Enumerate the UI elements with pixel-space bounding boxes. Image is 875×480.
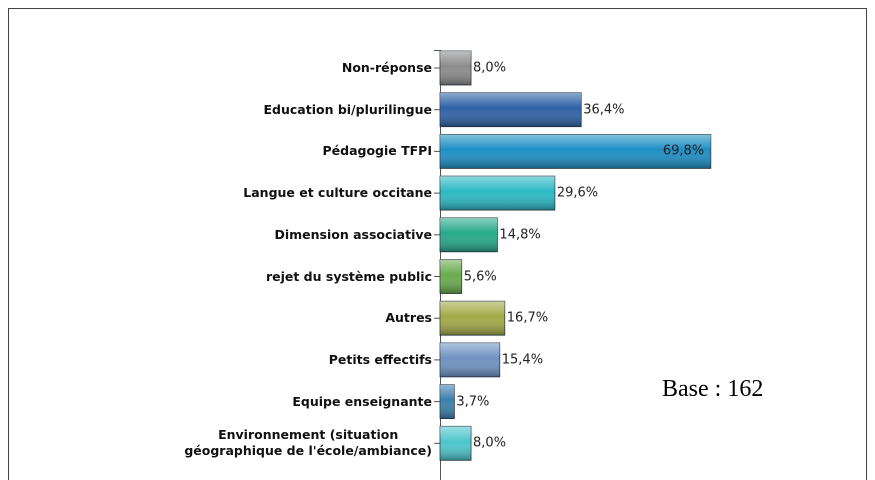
bar <box>439 92 582 128</box>
frame <box>8 8 867 480</box>
category-label: Equipe enseignante <box>292 393 432 409</box>
category-label: Dimension associative <box>274 226 432 242</box>
value-label: 5,6% <box>463 269 497 284</box>
bar <box>439 300 506 336</box>
category-label: Education bi/plurilingue <box>263 101 433 117</box>
value-label: 14,8% <box>499 227 541 243</box>
category-label: Autres <box>385 310 432 326</box>
bar <box>439 342 501 378</box>
category-label: Petits effectifs <box>328 351 432 367</box>
category-label: Langue et culture occitane <box>243 185 432 201</box>
bar <box>439 384 455 420</box>
value-label: 16,7% <box>506 310 549 326</box>
category-label: Pédagogie TFPI <box>322 143 433 159</box>
value-label: 36,4% <box>583 102 625 118</box>
value-label: 29,6% <box>556 185 599 201</box>
bar <box>439 259 463 294</box>
value-label: 15,4% <box>501 352 544 368</box>
bar <box>439 175 556 211</box>
value-label: 3,7% <box>456 394 490 410</box>
category-label: Non-réponse <box>341 60 432 75</box>
annotation: Base : 162 <box>662 376 764 402</box>
category-label: rejet du système public <box>265 268 432 284</box>
bar <box>439 217 498 253</box>
value-label: 8,0% <box>473 60 507 76</box>
bar <box>439 425 472 461</box>
value-label: 8,0% <box>473 435 507 451</box>
value-label: 69,8% <box>662 143 705 159</box>
category-label: Environnement (situation géographique de… <box>184 427 432 459</box>
bar <box>439 50 472 86</box>
